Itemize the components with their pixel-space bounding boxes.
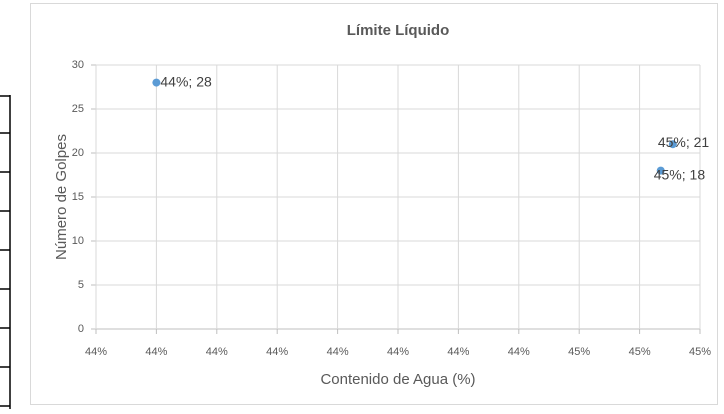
x-tick-label: 44% [266,346,288,358]
y-tick-label: 5 [78,279,84,291]
data-label: 45%; 21 [658,134,710,150]
side-table [0,95,11,409]
x-tick-label: 44% [387,346,409,358]
point [668,140,677,149]
x-tick-label: 44% [145,346,167,358]
y-tick-label: 0 [78,323,84,335]
y-tick-label: 10 [72,235,84,247]
y-tick-label: 25 [72,103,84,115]
y-tick-label: 15 [72,191,84,203]
chart-title: Límite Líquido [347,22,450,39]
data-label: 45%; 18 [654,166,706,182]
point [152,78,161,87]
chart-frame [30,3,718,405]
data-label: 44%; 28 [160,73,212,89]
x-tick-label: 45% [629,346,651,358]
x-tick-label: 44% [85,346,107,358]
x-tick-label: 44% [508,346,530,358]
x-tick-label: 44% [327,346,349,358]
y-tick-label: 30 [72,59,84,71]
x-axis-label: Contenido de Agua (%) [320,371,475,388]
x-tick-label: 44% [447,346,469,358]
x-tick-label: 45% [568,346,590,358]
point [656,166,665,175]
x-tick-label: 45% [689,346,711,358]
y-tick-label: 20 [72,147,84,159]
x-tick-label: 44% [206,346,228,358]
y-axis-label: Número de Golpes [53,134,70,260]
